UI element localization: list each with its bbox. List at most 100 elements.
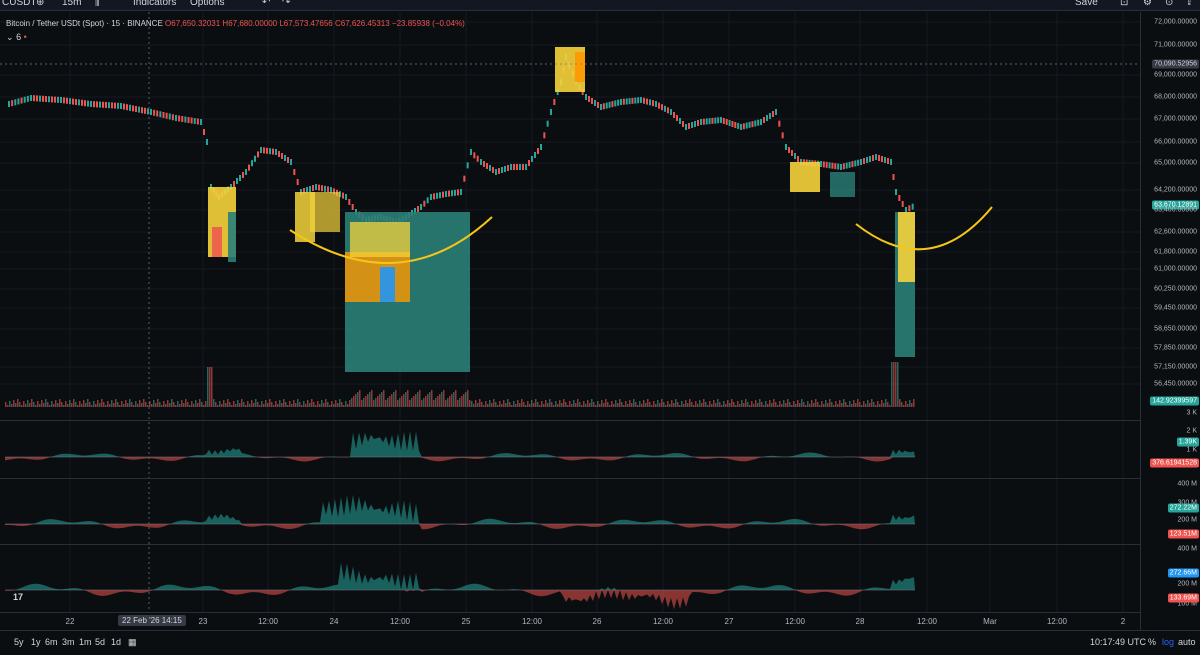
volume-bar	[507, 399, 509, 407]
range-1m-button[interactable]: 1m	[79, 637, 92, 647]
candle	[348, 199, 351, 205]
percent-toggle[interactable]: %	[1148, 637, 1157, 647]
volume-bar	[237, 400, 239, 407]
candle	[42, 95, 44, 102]
symbol-title[interactable]: Bitcoin / Tether USDt (Spot) · 15 · BINA…	[6, 19, 163, 28]
volume-bar	[879, 404, 881, 407]
candle	[445, 191, 447, 197]
volume-bar	[455, 390, 457, 407]
candle	[290, 159, 292, 165]
volume-bar	[79, 401, 81, 407]
calendar-icon[interactable]: ▦	[128, 637, 137, 647]
volume-bar	[477, 403, 479, 407]
volume-bar	[561, 403, 563, 407]
top-toolbar: CUSDT ⊕ 15m ⫼ Indicators Options ↶ ↷ Sav…	[0, 0, 1200, 11]
volume-bar	[47, 402, 49, 407]
volume-bar	[699, 400, 701, 407]
volume-bar	[499, 401, 501, 407]
time-tick: 28	[855, 617, 865, 626]
volume-bar	[707, 405, 709, 407]
camera-icon[interactable]: ⊙	[1165, 0, 1174, 8]
pane-divider	[0, 478, 1200, 479]
fullscreen-icon[interactable]: ⊡	[1120, 0, 1129, 8]
price-tick: 59,450.00000	[1154, 304, 1197, 312]
candle	[117, 102, 119, 109]
auto-toggle[interactable]: auto	[1178, 637, 1196, 647]
symbol-search-button[interactable]: CUSDT	[2, 0, 37, 8]
indicator-toggle[interactable]: ⌄ 6 •	[6, 32, 27, 43]
volume-bar	[651, 405, 653, 407]
volume-bar	[677, 402, 679, 407]
range-1d-button[interactable]: 1d	[111, 637, 122, 647]
log-toggle[interactable]: log	[1162, 637, 1175, 647]
save-button[interactable]: Save	[1075, 0, 1098, 8]
options-button[interactable]: Options	[190, 0, 225, 8]
volume-bar	[453, 392, 455, 407]
candle	[330, 187, 332, 193]
pane1-tick: 3 K	[1186, 409, 1197, 417]
volume-bar	[809, 404, 811, 407]
candle	[159, 111, 162, 118]
range-3m-button[interactable]: 3m	[62, 637, 75, 647]
volume-bar	[91, 405, 93, 407]
candle	[797, 156, 799, 162]
candle	[751, 121, 754, 128]
volume-bar	[541, 401, 543, 407]
candle	[156, 110, 159, 117]
volume-bar	[273, 405, 275, 407]
price-tick: 72,000.00000	[1154, 18, 1197, 26]
volume-bar	[701, 403, 703, 407]
range-1y-button[interactable]: 1y	[31, 637, 41, 647]
volume-bar	[525, 405, 527, 407]
publish-icon[interactable]: ⇪	[1185, 0, 1194, 8]
tradingview-logo-icon[interactable]: 17	[13, 592, 24, 602]
volume-bar	[903, 405, 905, 407]
volume-bar	[25, 404, 27, 407]
volume-bar	[713, 400, 715, 407]
price-chart[interactable]	[0, 12, 1140, 630]
volume-bar	[171, 399, 173, 407]
candle	[857, 159, 860, 166]
volume-bar	[785, 403, 787, 407]
volume-bar	[485, 401, 487, 407]
volume-bar	[191, 401, 193, 407]
pane3-tick: 100 M	[1177, 600, 1197, 608]
volume-bar	[461, 396, 463, 407]
candle	[722, 118, 725, 124]
volume-bar	[899, 399, 901, 407]
candle	[451, 190, 453, 197]
clock-label[interactable]: 10:17:49 UTC	[1090, 637, 1147, 647]
redo-icon[interactable]: ↷	[282, 0, 291, 8]
range-5y-button[interactable]: 5y	[14, 637, 24, 647]
candle	[242, 172, 244, 178]
candle	[287, 157, 289, 163]
settings-icon[interactable]: ⚙	[1143, 0, 1152, 8]
heat-band	[212, 227, 222, 257]
price-tick: 63,400.00000	[1154, 206, 1197, 214]
indicators-button[interactable]: Indicators	[133, 0, 177, 8]
price-axis[interactable]: 70,090.52956 63,670.12891 142.92399597 3…	[1140, 12, 1200, 630]
volume-bar	[147, 405, 149, 407]
undo-icon[interactable]: ↶	[262, 0, 271, 8]
volume-bar	[257, 402, 259, 407]
volume-bar	[301, 405, 303, 407]
chart-type-icon[interactable]: ⫼	[95, 0, 100, 8]
interval-button[interactable]: 15m	[62, 0, 82, 8]
volume-bar	[71, 403, 73, 407]
volume-bar	[635, 402, 637, 407]
add-symbol-icon[interactable]: ⊕	[36, 0, 45, 8]
time-axis[interactable]: 22 Feb '26 14:15 22 23 12:00 24 12:00 25 12:00…	[0, 612, 1140, 631]
candle	[423, 200, 426, 207]
range-5d-button[interactable]: 5d	[95, 637, 106, 647]
pane-divider	[0, 420, 1200, 421]
price-tick: 60,250.00000	[1154, 285, 1197, 293]
volume-bar	[305, 404, 307, 407]
volume-bar	[223, 400, 225, 407]
volume-bar	[571, 404, 573, 407]
chevron-down-icon[interactable]: ⌄	[6, 32, 14, 42]
volume-bar	[551, 402, 553, 407]
volume-bar	[317, 401, 319, 407]
volume-bar	[521, 399, 523, 407]
range-6m-button[interactable]: 6m	[45, 637, 58, 647]
volume-bar	[569, 401, 571, 407]
